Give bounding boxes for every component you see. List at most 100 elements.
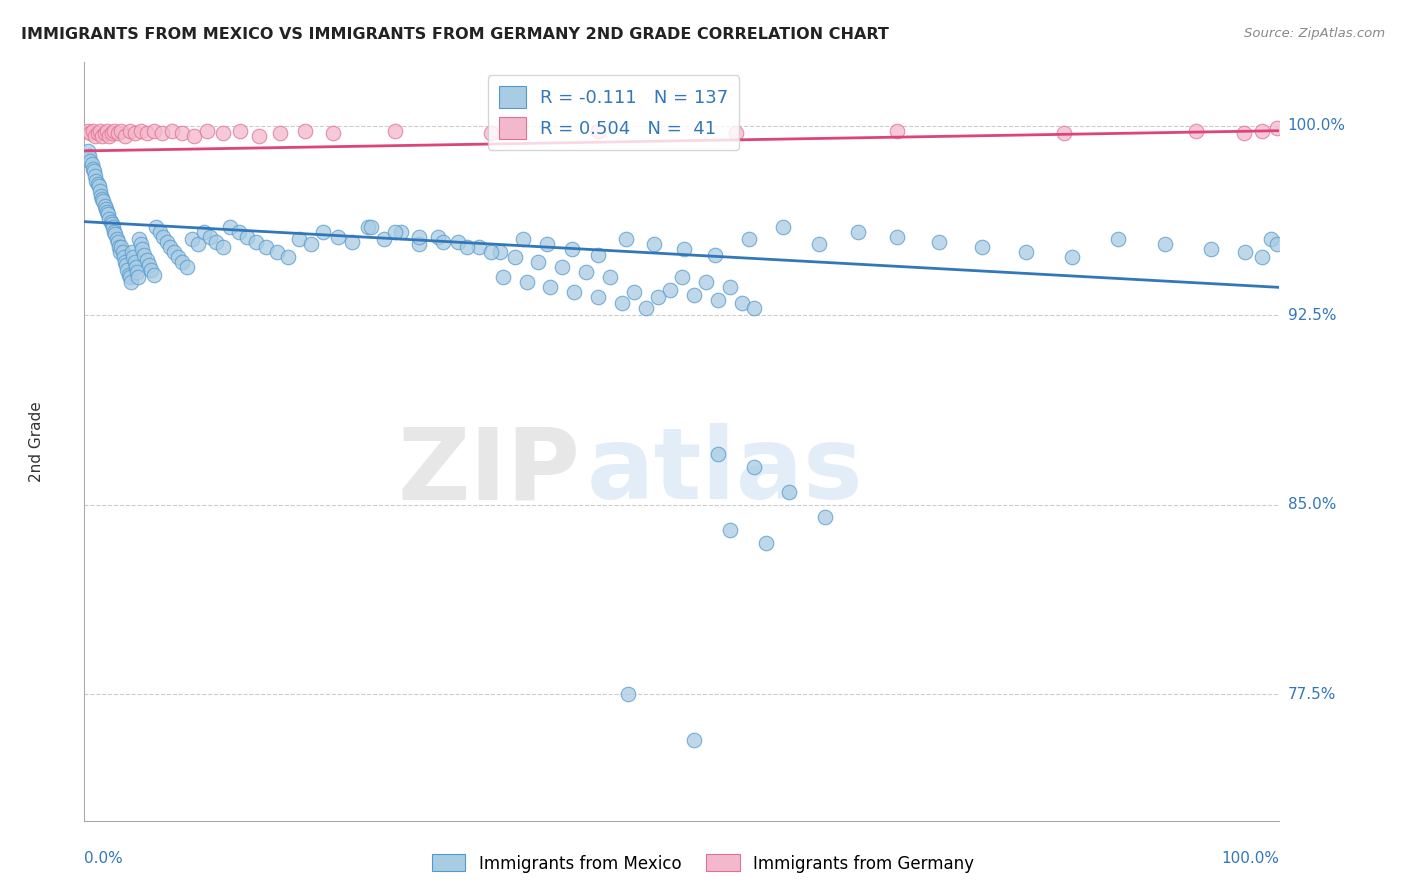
Point [125, 260, 148, 275]
Point [617, 687, 640, 701]
Point [588, 247, 610, 261]
Point [132, 247, 156, 261]
Point [599, 270, 621, 285]
Point [198, 229, 221, 244]
Point [98, 212, 121, 227]
Point [112, 250, 135, 264]
Point [536, 237, 558, 252]
Point [561, 243, 583, 257]
Point [671, 270, 693, 285]
Point [229, 124, 252, 138]
Point [122, 250, 145, 264]
Point [1265, 237, 1288, 252]
Point [172, 126, 194, 140]
Point [683, 732, 706, 747]
Point [236, 229, 259, 244]
Point [1015, 244, 1038, 259]
Point [187, 237, 209, 252]
Point [86, 177, 108, 191]
Point [107, 235, 129, 249]
Point [117, 268, 139, 282]
Point [254, 240, 277, 254]
Point [643, 237, 665, 252]
Point [115, 258, 138, 272]
Point [124, 255, 146, 269]
Point [91, 192, 114, 206]
Legend: Immigrants from Mexico, Immigrants from Germany: Immigrants from Mexico, Immigrants from … [426, 847, 980, 880]
Point [142, 268, 165, 282]
Text: Source: ZipAtlas.com: Source: ZipAtlas.com [1244, 27, 1385, 40]
Point [928, 235, 950, 249]
Point [90, 189, 112, 203]
Point [183, 128, 205, 143]
Point [212, 240, 235, 254]
Point [79, 126, 101, 140]
Point [360, 219, 382, 234]
Point [742, 459, 765, 474]
Point [80, 156, 103, 170]
Point [326, 229, 349, 244]
Point [228, 225, 250, 239]
Point [103, 124, 125, 138]
Point [93, 126, 115, 140]
Point [492, 270, 515, 285]
Point [114, 255, 136, 269]
Text: atlas: atlas [586, 424, 863, 520]
Point [120, 275, 142, 289]
Point [114, 128, 136, 143]
Text: 85.0%: 85.0% [1288, 497, 1336, 512]
Point [145, 219, 167, 234]
Point [551, 260, 574, 275]
Point [166, 250, 188, 264]
Point [104, 227, 127, 242]
Point [683, 288, 706, 302]
Point [172, 255, 194, 269]
Point [156, 235, 179, 249]
Point [408, 229, 430, 244]
Point [89, 124, 111, 138]
Point [808, 237, 831, 252]
Point [205, 235, 228, 249]
Point [94, 202, 117, 216]
Point [738, 232, 761, 246]
Point [373, 232, 395, 246]
Point [1233, 126, 1256, 140]
Text: ZIP: ZIP [398, 424, 581, 520]
Point [731, 295, 754, 310]
Point [125, 265, 148, 279]
Point [96, 204, 118, 219]
Point [131, 243, 153, 257]
Point [103, 225, 125, 239]
Point [118, 124, 141, 138]
Point [193, 225, 215, 239]
Point [159, 240, 181, 254]
Point [479, 126, 502, 140]
Point [110, 240, 132, 254]
Point [322, 126, 344, 140]
Text: 2nd Grade: 2nd Grade [30, 401, 44, 482]
Point [135, 252, 157, 267]
Point [138, 258, 160, 272]
Point [101, 219, 124, 234]
Point [84, 169, 107, 183]
Point [141, 262, 163, 277]
Point [121, 244, 143, 259]
Point [96, 124, 118, 138]
Point [152, 229, 174, 244]
Point [340, 235, 363, 249]
Point [142, 124, 165, 138]
Point [695, 275, 717, 289]
Point [636, 301, 658, 315]
Point [1201, 243, 1223, 257]
Point [814, 510, 837, 524]
Point [77, 149, 100, 163]
Point [389, 225, 412, 239]
Point [516, 275, 538, 289]
Point [779, 485, 801, 500]
Point [707, 293, 730, 307]
Point [247, 128, 270, 143]
Point [512, 232, 534, 246]
Point [718, 280, 741, 294]
Point [129, 124, 152, 138]
Legend: R = -0.111   N = 137, R = 0.504   N =  41: R = -0.111 N = 137, R = 0.504 N = 41 [488, 75, 740, 150]
